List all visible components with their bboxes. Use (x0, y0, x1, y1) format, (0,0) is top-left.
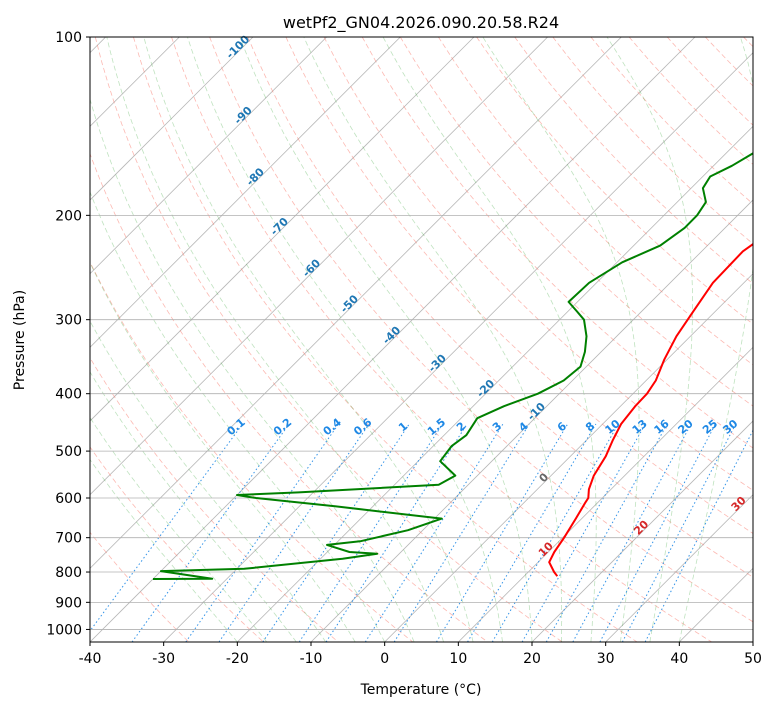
chart-title: wetPf2_GN04.2026.090.20.58.R24 (283, 13, 559, 33)
x-tick-label: 40 (670, 651, 688, 667)
y-tick-label: 600 (55, 491, 82, 507)
y-tick-label: 700 (55, 531, 82, 547)
x-tick-label: -40 (79, 651, 102, 667)
y-tick-label: 100 (55, 30, 82, 46)
x-tick-label: -10 (300, 651, 323, 667)
y-tick-label: 400 (55, 387, 82, 403)
x-tick-label: 50 (744, 651, 762, 667)
x-tick-label: -20 (226, 651, 249, 667)
x-tick-label: 30 (597, 651, 615, 667)
x-tick-label: 20 (523, 651, 541, 667)
y-tick-label: 1000 (46, 622, 82, 638)
y-tick-label: 500 (55, 444, 82, 460)
y-tick-label: 800 (55, 565, 82, 581)
x-tick-label: 10 (449, 651, 467, 667)
y-tick-label: 300 (55, 313, 82, 329)
y-tick-label: 200 (55, 208, 82, 224)
y-axis-label: Pressure (hPa) (12, 290, 28, 390)
x-tick-label: -30 (152, 651, 175, 667)
x-tick-label: 0 (380, 651, 389, 667)
y-tick-label: 900 (55, 595, 82, 611)
x-axis-label: Temperature (°C) (360, 682, 482, 698)
